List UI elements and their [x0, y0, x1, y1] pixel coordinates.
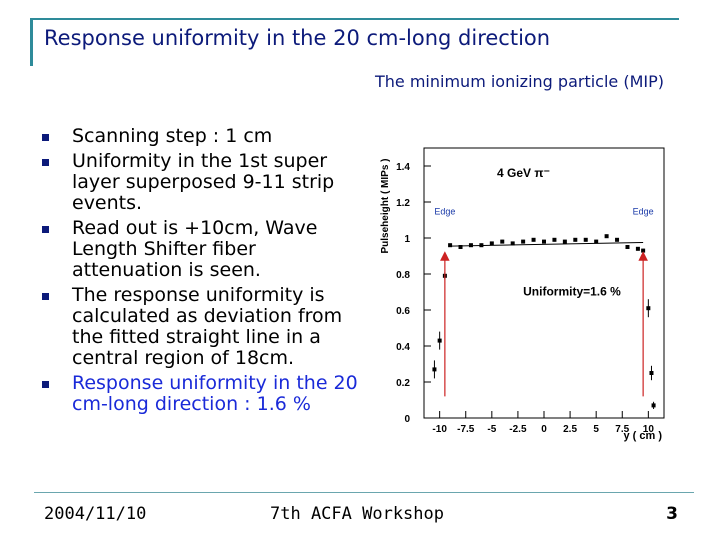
data-point — [510, 241, 515, 246]
data-point — [479, 243, 484, 248]
plot-area: 0 0.2 0.4 0.6 0.8 1 1.2 1.4 -10 -7.5 -5 -2.5 0 2.5 5 7.… — [396, 147, 665, 435]
y-tick-label: 0.4 — [396, 342, 410, 353]
footer-divider — [34, 492, 694, 493]
edge-label: Edge — [434, 207, 455, 217]
x-tick-label: 0 — [541, 424, 547, 435]
data-point — [500, 239, 505, 244]
data-point — [641, 248, 646, 253]
page-number: 3 — [666, 504, 678, 524]
y-axis-label: Pulseheight ( MIPs ) — [380, 158, 391, 253]
data-point — [615, 237, 620, 242]
title-frame — [30, 18, 679, 66]
bullet-marker-icon — [42, 134, 49, 141]
y-tick-label: 0.8 — [396, 270, 410, 281]
data-point — [437, 338, 442, 343]
x-tick-label: 10 — [643, 424, 655, 435]
data-point — [604, 234, 609, 239]
y-tick-label: 0 — [404, 414, 410, 425]
footer-date: 2004/11/10 — [44, 504, 147, 524]
y-tick-label: 1 — [404, 234, 410, 245]
data-point — [594, 239, 599, 244]
x-tick-label: 5 — [593, 424, 599, 435]
x-tick-label: -5 — [487, 424, 496, 435]
data-point — [542, 239, 546, 244]
bullet-item: Response uniformity in the 20 cm-long di… — [38, 373, 358, 415]
data-point — [521, 239, 526, 244]
uniformity-annotation: Uniformity=1.6 % — [523, 285, 621, 299]
bullet-text: Uniformity in the 1st super layer superp… — [72, 150, 335, 214]
data-point — [649, 371, 654, 375]
data-point — [625, 245, 630, 249]
footer-event: 7th ACFA Workshop — [270, 504, 444, 524]
bullet-item: Scanning step : 1 cm — [38, 126, 358, 147]
x-tick-label: -2.5 — [509, 424, 527, 435]
x-tick-label: 2.5 — [563, 424, 577, 435]
data-point — [583, 237, 588, 242]
bullet-text: Scanning step : 1 cm — [72, 125, 273, 147]
bullet-marker-icon — [42, 381, 49, 388]
bullet-item: Read out is +10cm, Wave Length Shifter f… — [38, 218, 358, 281]
edge-label: Edge — [633, 207, 654, 217]
uniformity-chart: Pulseheight ( MIPs ) y ( cm ) 0 0.2 0.4 0.6… — [380, 147, 665, 442]
data-point — [552, 237, 557, 242]
bullet-text: Response uniformity in the 20 cm-long di… — [72, 372, 358, 415]
bullet-marker-icon — [42, 293, 49, 300]
bullet-text: The response uniformity is calculated as… — [72, 284, 343, 369]
data-point — [573, 237, 578, 242]
y-tick-label: 1.2 — [396, 198, 410, 209]
slide-subtitle: The minimum ionizing particle (MIP) — [375, 72, 664, 91]
plot-frame — [423, 147, 665, 419]
data-point — [489, 241, 494, 246]
bullet-item: The response uniformity is calculated as… — [38, 285, 358, 369]
data-point — [531, 237, 536, 242]
x-tick-label: -7.5 — [457, 424, 475, 435]
bullet-item: Uniformity in the 1st super layer superp… — [38, 151, 358, 214]
particle-annotation: 4 GeV π⁻ — [497, 166, 550, 180]
data-point — [635, 246, 640, 251]
data-point — [468, 243, 473, 248]
data-point — [458, 245, 463, 249]
bullet-marker-icon — [42, 159, 49, 166]
x-tick-label: 7.5 — [615, 424, 629, 435]
slide-title: Response uniformity in the 20 cm-long di… — [44, 26, 551, 50]
data-point — [432, 367, 437, 372]
data-point — [562, 239, 567, 244]
bullet-marker-icon — [42, 226, 49, 233]
bullet-text: Read out is +10cm, Wave Length Shifter f… — [72, 217, 318, 281]
fit-line — [450, 242, 644, 247]
data-point — [448, 243, 453, 248]
y-tick-label: 0.2 — [396, 378, 410, 389]
x-axis-label: y ( cm ) — [623, 430, 662, 442]
bullet-list: Scanning step : 1 cm Uniformity in the 1… — [38, 126, 358, 419]
data-point — [646, 306, 651, 311]
x-tick-label: -10 — [432, 424, 447, 435]
y-tick-label: 0.6 — [396, 306, 410, 317]
data-point — [651, 403, 656, 408]
y-tick-label: 1.4 — [396, 162, 410, 173]
